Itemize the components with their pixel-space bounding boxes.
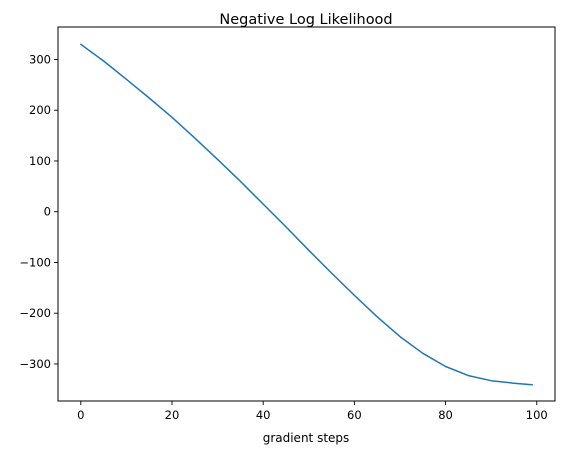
x-axis-label: gradient steps <box>263 431 350 445</box>
y-tick-label: 200 <box>29 103 51 117</box>
x-tick-label: 0 <box>77 408 84 422</box>
y-tick-label: −300 <box>19 357 51 371</box>
x-tick-label: 40 <box>256 408 271 422</box>
x-tick-label: 60 <box>347 408 362 422</box>
plot-area <box>57 26 556 402</box>
y-tick-label: −100 <box>19 255 51 269</box>
y-tick-label: 0 <box>44 205 51 219</box>
y-tick-label: 100 <box>29 154 51 168</box>
series-layer <box>80 43 533 386</box>
x-axis: 0 20 40 60 80 100 <box>77 401 548 422</box>
x-tick-label: 80 <box>438 408 453 422</box>
x-tick-label: 20 <box>165 408 180 422</box>
y-tick-label: 300 <box>29 52 51 66</box>
series-line-0 <box>80 43 533 386</box>
x-tick-label: 100 <box>526 408 548 422</box>
plot-frame <box>57 26 556 402</box>
chart-title: Negative Log Likelihood <box>219 12 392 28</box>
y-tick-label: −200 <box>19 306 51 320</box>
y-axis: 300 200 100 0 −100 −200 −300 <box>19 52 58 371</box>
